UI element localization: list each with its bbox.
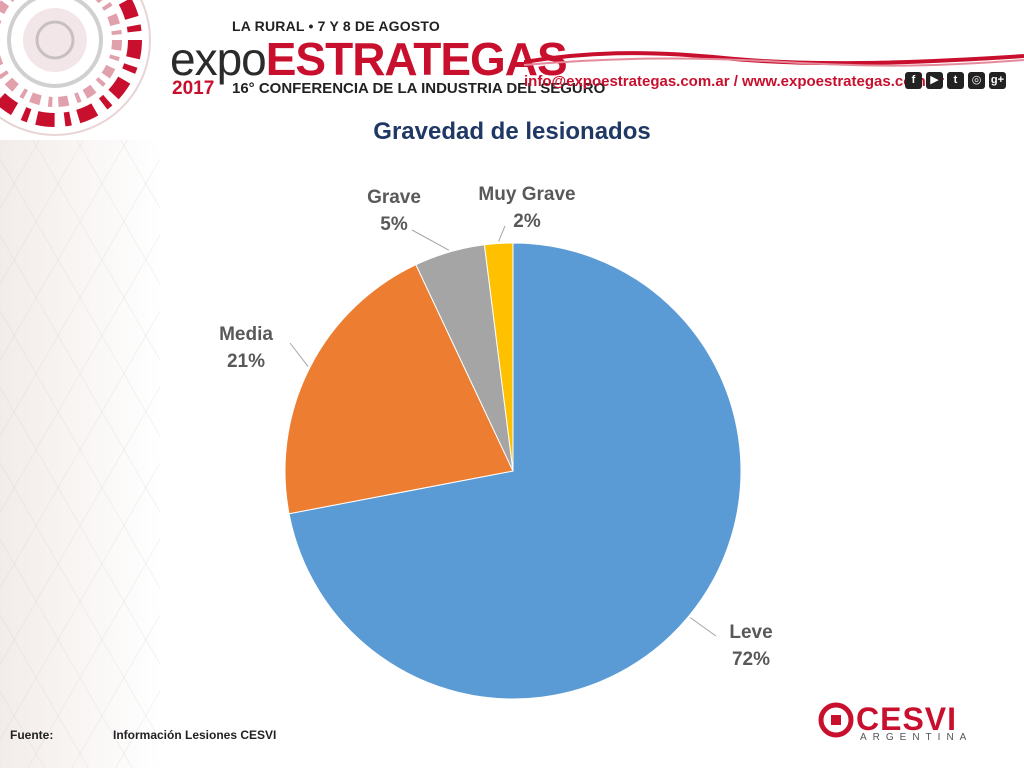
- twitter-icon[interactable]: t: [947, 72, 964, 89]
- slice-percent: 72%: [732, 649, 770, 670]
- slice-label: Leve: [729, 622, 772, 643]
- google-plus-icon[interactable]: g+: [989, 72, 1006, 89]
- contact-info: info@expoestrategas.com.ar / www.expoest…: [524, 73, 945, 90]
- background-pattern: [0, 140, 160, 768]
- leader-line: [289, 342, 309, 367]
- event-dates: LA RURAL • 7 Y 8 DE AGOSTO: [232, 18, 440, 34]
- slice-label: Media: [219, 324, 273, 345]
- source-label: Fuente:: [10, 728, 54, 742]
- cesvi-emblem-icon: [818, 702, 854, 738]
- slice-percent: 21%: [227, 351, 265, 372]
- slice-label: Muy Grave: [478, 184, 575, 205]
- pie-slice-muy-grave: [483, 242, 514, 472]
- chart-title: Gravedad de lesionados: [373, 118, 651, 145]
- leader-line: [498, 225, 506, 242]
- slice-label: Grave: [367, 187, 421, 208]
- cesvi-country: ARGENTINA: [860, 732, 973, 743]
- source-value: Información Lesiones CESVI: [113, 728, 277, 742]
- header-banner: LA RURAL • 7 Y 8 DE AGOSTO expoESTRATEGA…: [0, 0, 1024, 136]
- instagram-icon[interactable]: ◎: [968, 72, 985, 89]
- event-emblem: [0, 0, 151, 136]
- logo-expo: expo: [170, 33, 267, 85]
- leader-line: [411, 229, 450, 251]
- cesvi-name: CESVI: [856, 701, 958, 737]
- facebook-icon[interactable]: f: [905, 72, 922, 89]
- pie-slice-leve: [288, 242, 742, 700]
- leader-line: [689, 617, 717, 637]
- cesvi-logo: CESVI ARGENTINA: [818, 702, 978, 746]
- pie-slice-media: [284, 264, 514, 515]
- header-stripe: [524, 51, 1024, 67]
- event-year: 2017: [172, 78, 215, 99]
- logo-estrategas: ESTRATEGAS: [265, 33, 568, 85]
- event-conference: 16° CONFERENCIA DE LA INDUSTRIA DEL SEGU…: [232, 80, 606, 97]
- event-logo: expoESTRATEGAS: [170, 33, 568, 85]
- slice-percent: 2%: [513, 211, 541, 232]
- slice-percent: 5%: [380, 214, 408, 235]
- youtube-icon[interactable]: ▶: [926, 72, 943, 89]
- social-icons: f ▶ t ◎ g+: [905, 72, 1006, 89]
